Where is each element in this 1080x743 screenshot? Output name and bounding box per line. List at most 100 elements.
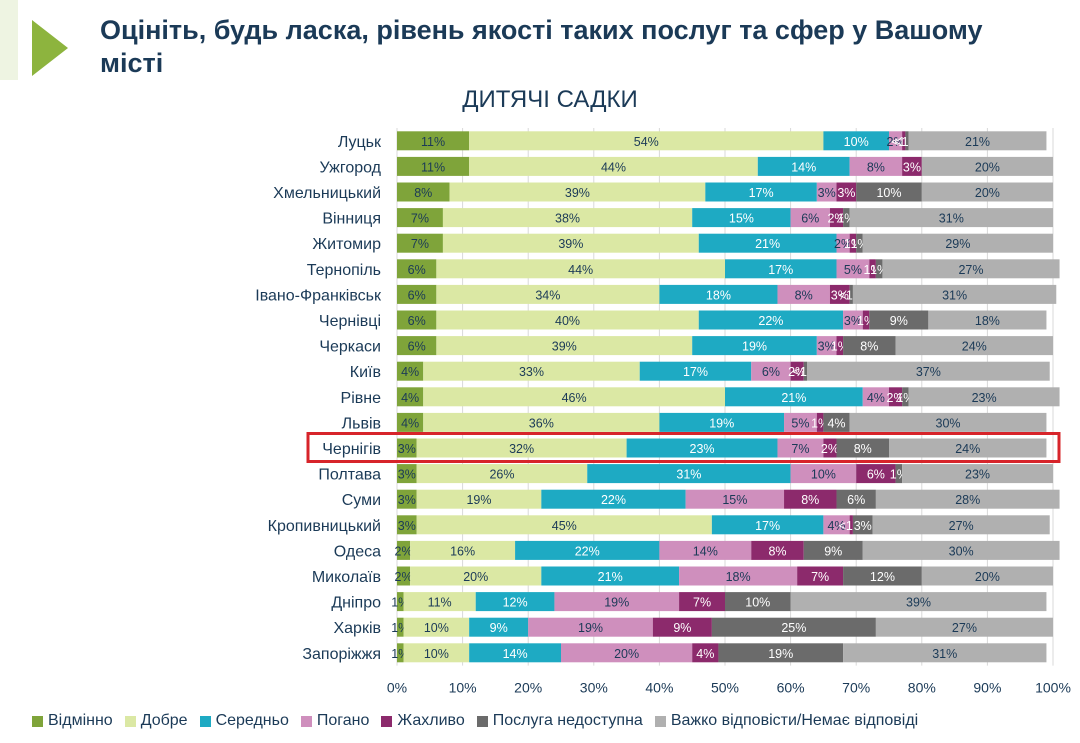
data-label: 9% (490, 621, 508, 635)
bar-segment (475, 592, 555, 612)
bar-segment (905, 131, 909, 151)
bar-segment (397, 387, 424, 407)
legend-item: Важко відповісти/Немає відповіді (654, 712, 918, 730)
bar-segment (692, 643, 719, 663)
data-label: 2% (827, 212, 845, 226)
bar-segment (921, 566, 1053, 586)
category-label: Луцьк (338, 134, 382, 151)
header-arrow-icon (0, 0, 68, 80)
data-label: 38% (555, 212, 580, 226)
legend-swatch (32, 715, 43, 727)
bar-segment (397, 464, 417, 484)
bar-segment (397, 643, 404, 663)
data-label: 23% (972, 391, 997, 405)
bar-segment (436, 310, 699, 330)
bar-segment (397, 412, 424, 432)
data-label: 22% (758, 314, 783, 328)
data-label: 36% (529, 416, 554, 430)
x-tick-label: 100% (1035, 680, 1071, 696)
legend-swatch (199, 715, 211, 727)
bar-segment (416, 489, 542, 509)
legend-swatch (124, 715, 136, 727)
data-label: 23% (965, 468, 990, 482)
bar-segment (843, 643, 1047, 663)
data-label: 28% (955, 493, 980, 507)
data-label: 7% (791, 442, 809, 456)
data-label: 19% (742, 340, 767, 354)
data-label: 8% (867, 160, 885, 174)
bar-segment (561, 643, 693, 663)
data-label: 20% (463, 570, 488, 584)
bar-segment (908, 131, 1047, 151)
data-label: 44% (601, 160, 626, 174)
x-tick-label: 60% (777, 680, 805, 696)
legend-label: Погано (316, 712, 370, 729)
bar-segment (692, 208, 791, 228)
legend-item: Відмінно (32, 712, 113, 730)
bar-segment (816, 412, 824, 432)
bar-segment (902, 387, 909, 407)
data-label: 16% (450, 544, 475, 558)
data-label: 3% (844, 314, 862, 328)
bar-segment (626, 438, 778, 458)
bar-segment (829, 208, 844, 228)
bar-segment (397, 515, 417, 535)
bar-segment (843, 208, 850, 228)
bar-segment (784, 412, 817, 432)
data-label: 5% (791, 416, 809, 430)
bar-segment (587, 464, 791, 484)
bar-segment (797, 566, 844, 586)
data-label: 33% (519, 365, 544, 379)
data-label: 31% (676, 468, 701, 482)
bar-segment (836, 438, 889, 458)
bar-segment (816, 182, 837, 202)
bar-segment (843, 310, 863, 330)
category-label: Одеса (334, 543, 381, 560)
x-tick-label: 50% (711, 680, 739, 696)
bar-segment (725, 387, 863, 407)
bar-segment (403, 592, 476, 612)
bar-segment (751, 540, 804, 560)
bar-segment (921, 182, 1053, 202)
data-label: 9% (824, 544, 842, 558)
bar-segment (823, 131, 889, 151)
data-label: 4% (696, 647, 714, 661)
bar-segment (852, 284, 1057, 304)
data-label: 15% (729, 212, 754, 226)
bar-segment (469, 643, 561, 663)
data-label: 3% (903, 160, 921, 174)
bar-segment (541, 566, 680, 586)
bar-segment (397, 156, 470, 176)
data-label: 11% (421, 135, 445, 149)
bar-segment (652, 617, 712, 637)
bar-segment (902, 156, 922, 176)
bar-segment (889, 131, 903, 151)
bar-segment (659, 540, 752, 560)
data-label: 14% (693, 544, 718, 558)
data-label: 5% (844, 263, 862, 277)
data-label: 37% (916, 365, 941, 379)
category-label: Івано-Франківськ (255, 287, 382, 304)
data-label: 2% (821, 442, 839, 456)
bar-segment (852, 515, 873, 535)
legend-item: Послуга недоступна (476, 712, 643, 730)
bar-segment (397, 284, 437, 304)
data-label: 18% (975, 314, 1000, 328)
legend-label: Послуга недоступна (492, 712, 643, 729)
legend-swatch (654, 715, 666, 727)
data-label: 4% (401, 365, 419, 379)
data-label: 30% (936, 416, 961, 430)
bar-segment (836, 336, 844, 356)
data-label: 3% (398, 519, 416, 533)
legend-item: Добре (124, 712, 188, 730)
data-label: 21% (965, 135, 990, 149)
bar-segment (442, 208, 693, 228)
bar-segment (725, 592, 791, 612)
bar-segment (836, 259, 870, 279)
bar-segment (423, 412, 660, 432)
data-label: 19% (768, 647, 793, 661)
data-label: 17% (755, 519, 780, 533)
category-label: Черкаси (319, 339, 381, 356)
x-tick-label: 10% (449, 680, 477, 696)
data-label: 7% (411, 237, 429, 251)
